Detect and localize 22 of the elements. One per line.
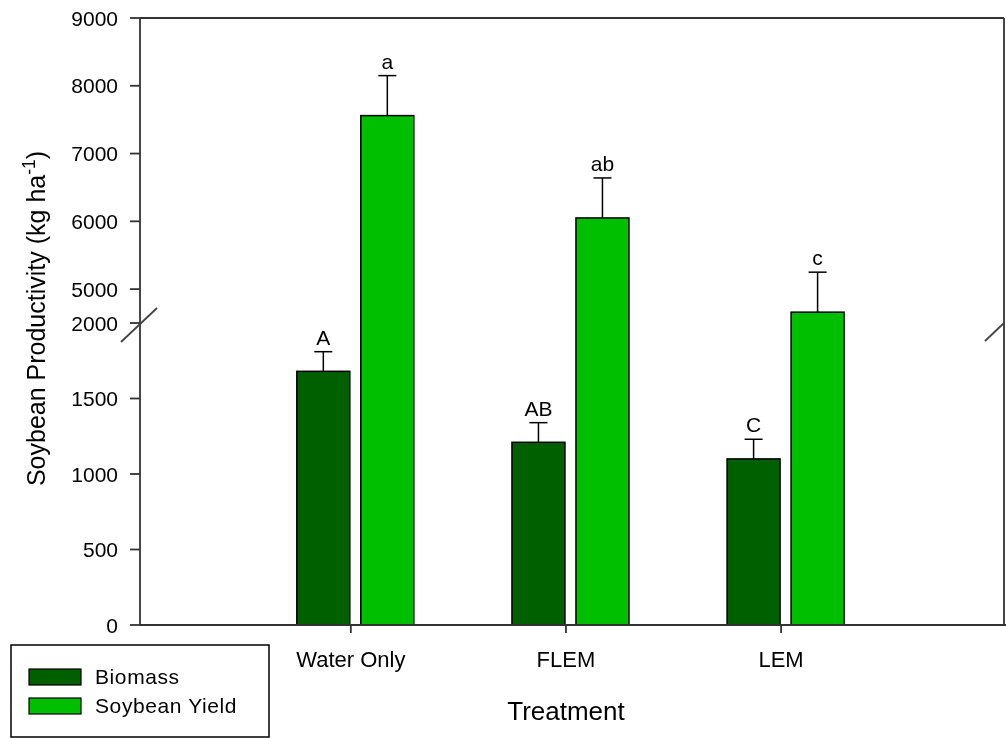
y-tick-label: 8000 bbox=[71, 74, 118, 98]
annotation: AB bbox=[524, 396, 553, 420]
x-tick-label: FLEM bbox=[536, 647, 596, 672]
y-tick-label: 0 bbox=[106, 613, 118, 637]
annotation: ab bbox=[590, 151, 615, 175]
annotation: a bbox=[381, 49, 394, 73]
y-tick-label: 500 bbox=[82, 538, 118, 562]
annotation: c bbox=[812, 246, 823, 270]
y-tick-label: 7000 bbox=[71, 142, 118, 166]
x-axis-title: Treatment bbox=[507, 696, 626, 726]
y-tick-label: 1000 bbox=[71, 462, 118, 486]
y-tick-label: 5000 bbox=[71, 277, 118, 301]
x-tick-label: Water Only bbox=[296, 647, 406, 672]
y-tick-label: 2000 bbox=[71, 311, 118, 335]
x-tick-label: LEM bbox=[758, 647, 804, 672]
y-tick-label: 9000 bbox=[71, 6, 118, 30]
annotation: A bbox=[316, 325, 331, 349]
annotation: C bbox=[746, 413, 762, 437]
legend-label: Soybean Yield bbox=[95, 694, 238, 717]
legend-label: Biomass bbox=[95, 665, 180, 688]
y-tick-label: 1500 bbox=[71, 387, 118, 411]
y-tick-label: 6000 bbox=[71, 209, 118, 233]
